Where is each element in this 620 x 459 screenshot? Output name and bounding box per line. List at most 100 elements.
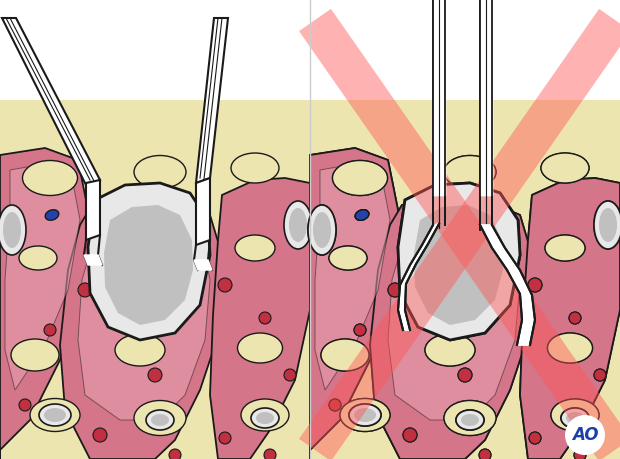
Polygon shape <box>104 205 193 325</box>
Circle shape <box>594 369 606 381</box>
Ellipse shape <box>251 408 279 428</box>
Polygon shape <box>310 148 398 459</box>
Polygon shape <box>414 205 503 325</box>
Ellipse shape <box>425 334 475 366</box>
Ellipse shape <box>308 205 336 255</box>
Ellipse shape <box>235 235 275 261</box>
Ellipse shape <box>339 166 381 190</box>
Circle shape <box>284 369 296 381</box>
Ellipse shape <box>329 246 367 270</box>
Polygon shape <box>370 195 535 459</box>
Circle shape <box>594 369 606 381</box>
Polygon shape <box>315 163 390 390</box>
Ellipse shape <box>284 201 312 249</box>
Circle shape <box>169 449 181 459</box>
Circle shape <box>44 324 56 336</box>
Ellipse shape <box>321 339 369 371</box>
Circle shape <box>479 449 491 459</box>
Circle shape <box>388 283 402 297</box>
Ellipse shape <box>321 339 369 371</box>
Ellipse shape <box>332 161 388 196</box>
Circle shape <box>329 399 341 411</box>
Polygon shape <box>520 178 620 459</box>
Ellipse shape <box>599 208 617 242</box>
Ellipse shape <box>332 161 388 196</box>
Ellipse shape <box>461 414 479 426</box>
Ellipse shape <box>444 156 496 189</box>
Bar <box>310 100 620 459</box>
Ellipse shape <box>355 210 369 220</box>
Polygon shape <box>0 148 88 459</box>
Ellipse shape <box>289 208 307 242</box>
Ellipse shape <box>349 404 381 426</box>
Polygon shape <box>5 163 80 390</box>
Ellipse shape <box>11 339 59 371</box>
Circle shape <box>354 324 366 336</box>
Circle shape <box>565 415 605 455</box>
Circle shape <box>569 312 581 324</box>
Polygon shape <box>414 205 503 325</box>
Ellipse shape <box>349 404 381 426</box>
Ellipse shape <box>0 205 26 255</box>
Ellipse shape <box>444 156 496 189</box>
Circle shape <box>78 283 92 297</box>
Polygon shape <box>2 18 100 185</box>
Polygon shape <box>84 255 102 265</box>
Circle shape <box>219 432 231 444</box>
Circle shape <box>479 449 491 459</box>
Ellipse shape <box>551 399 599 431</box>
Ellipse shape <box>444 401 496 436</box>
Ellipse shape <box>566 412 584 424</box>
Ellipse shape <box>151 414 169 426</box>
Ellipse shape <box>44 408 66 422</box>
Ellipse shape <box>354 408 376 422</box>
Ellipse shape <box>30 398 80 431</box>
Ellipse shape <box>545 235 585 261</box>
Ellipse shape <box>313 212 331 248</box>
Ellipse shape <box>237 333 283 363</box>
Ellipse shape <box>599 208 617 242</box>
Ellipse shape <box>134 401 186 436</box>
Polygon shape <box>433 0 445 195</box>
Circle shape <box>529 432 541 444</box>
Circle shape <box>458 368 472 382</box>
Polygon shape <box>78 208 210 420</box>
Ellipse shape <box>19 246 57 270</box>
Polygon shape <box>520 178 620 459</box>
Polygon shape <box>480 225 535 345</box>
Polygon shape <box>310 148 398 459</box>
Ellipse shape <box>22 161 78 196</box>
Bar <box>0 0 310 459</box>
Ellipse shape <box>134 156 186 189</box>
Ellipse shape <box>566 412 584 424</box>
Polygon shape <box>480 0 492 195</box>
Ellipse shape <box>355 210 369 220</box>
Ellipse shape <box>541 153 589 183</box>
Polygon shape <box>88 183 210 340</box>
Ellipse shape <box>551 399 599 431</box>
Ellipse shape <box>45 210 59 220</box>
Polygon shape <box>398 224 439 330</box>
Ellipse shape <box>545 235 585 261</box>
Circle shape <box>354 324 366 336</box>
Ellipse shape <box>444 401 496 436</box>
Bar <box>310 0 620 459</box>
Circle shape <box>93 428 107 442</box>
Polygon shape <box>480 225 535 345</box>
Bar <box>310 0 620 459</box>
Polygon shape <box>196 18 228 183</box>
Ellipse shape <box>329 246 367 270</box>
Circle shape <box>574 449 586 459</box>
Ellipse shape <box>39 404 71 426</box>
Ellipse shape <box>313 212 331 248</box>
Circle shape <box>329 399 341 411</box>
Ellipse shape <box>354 408 376 422</box>
Ellipse shape <box>340 398 390 431</box>
Circle shape <box>403 428 417 442</box>
Ellipse shape <box>308 205 336 255</box>
Ellipse shape <box>561 408 589 428</box>
Polygon shape <box>398 224 439 330</box>
Ellipse shape <box>3 212 21 248</box>
Circle shape <box>403 428 417 442</box>
Bar <box>0 100 310 459</box>
